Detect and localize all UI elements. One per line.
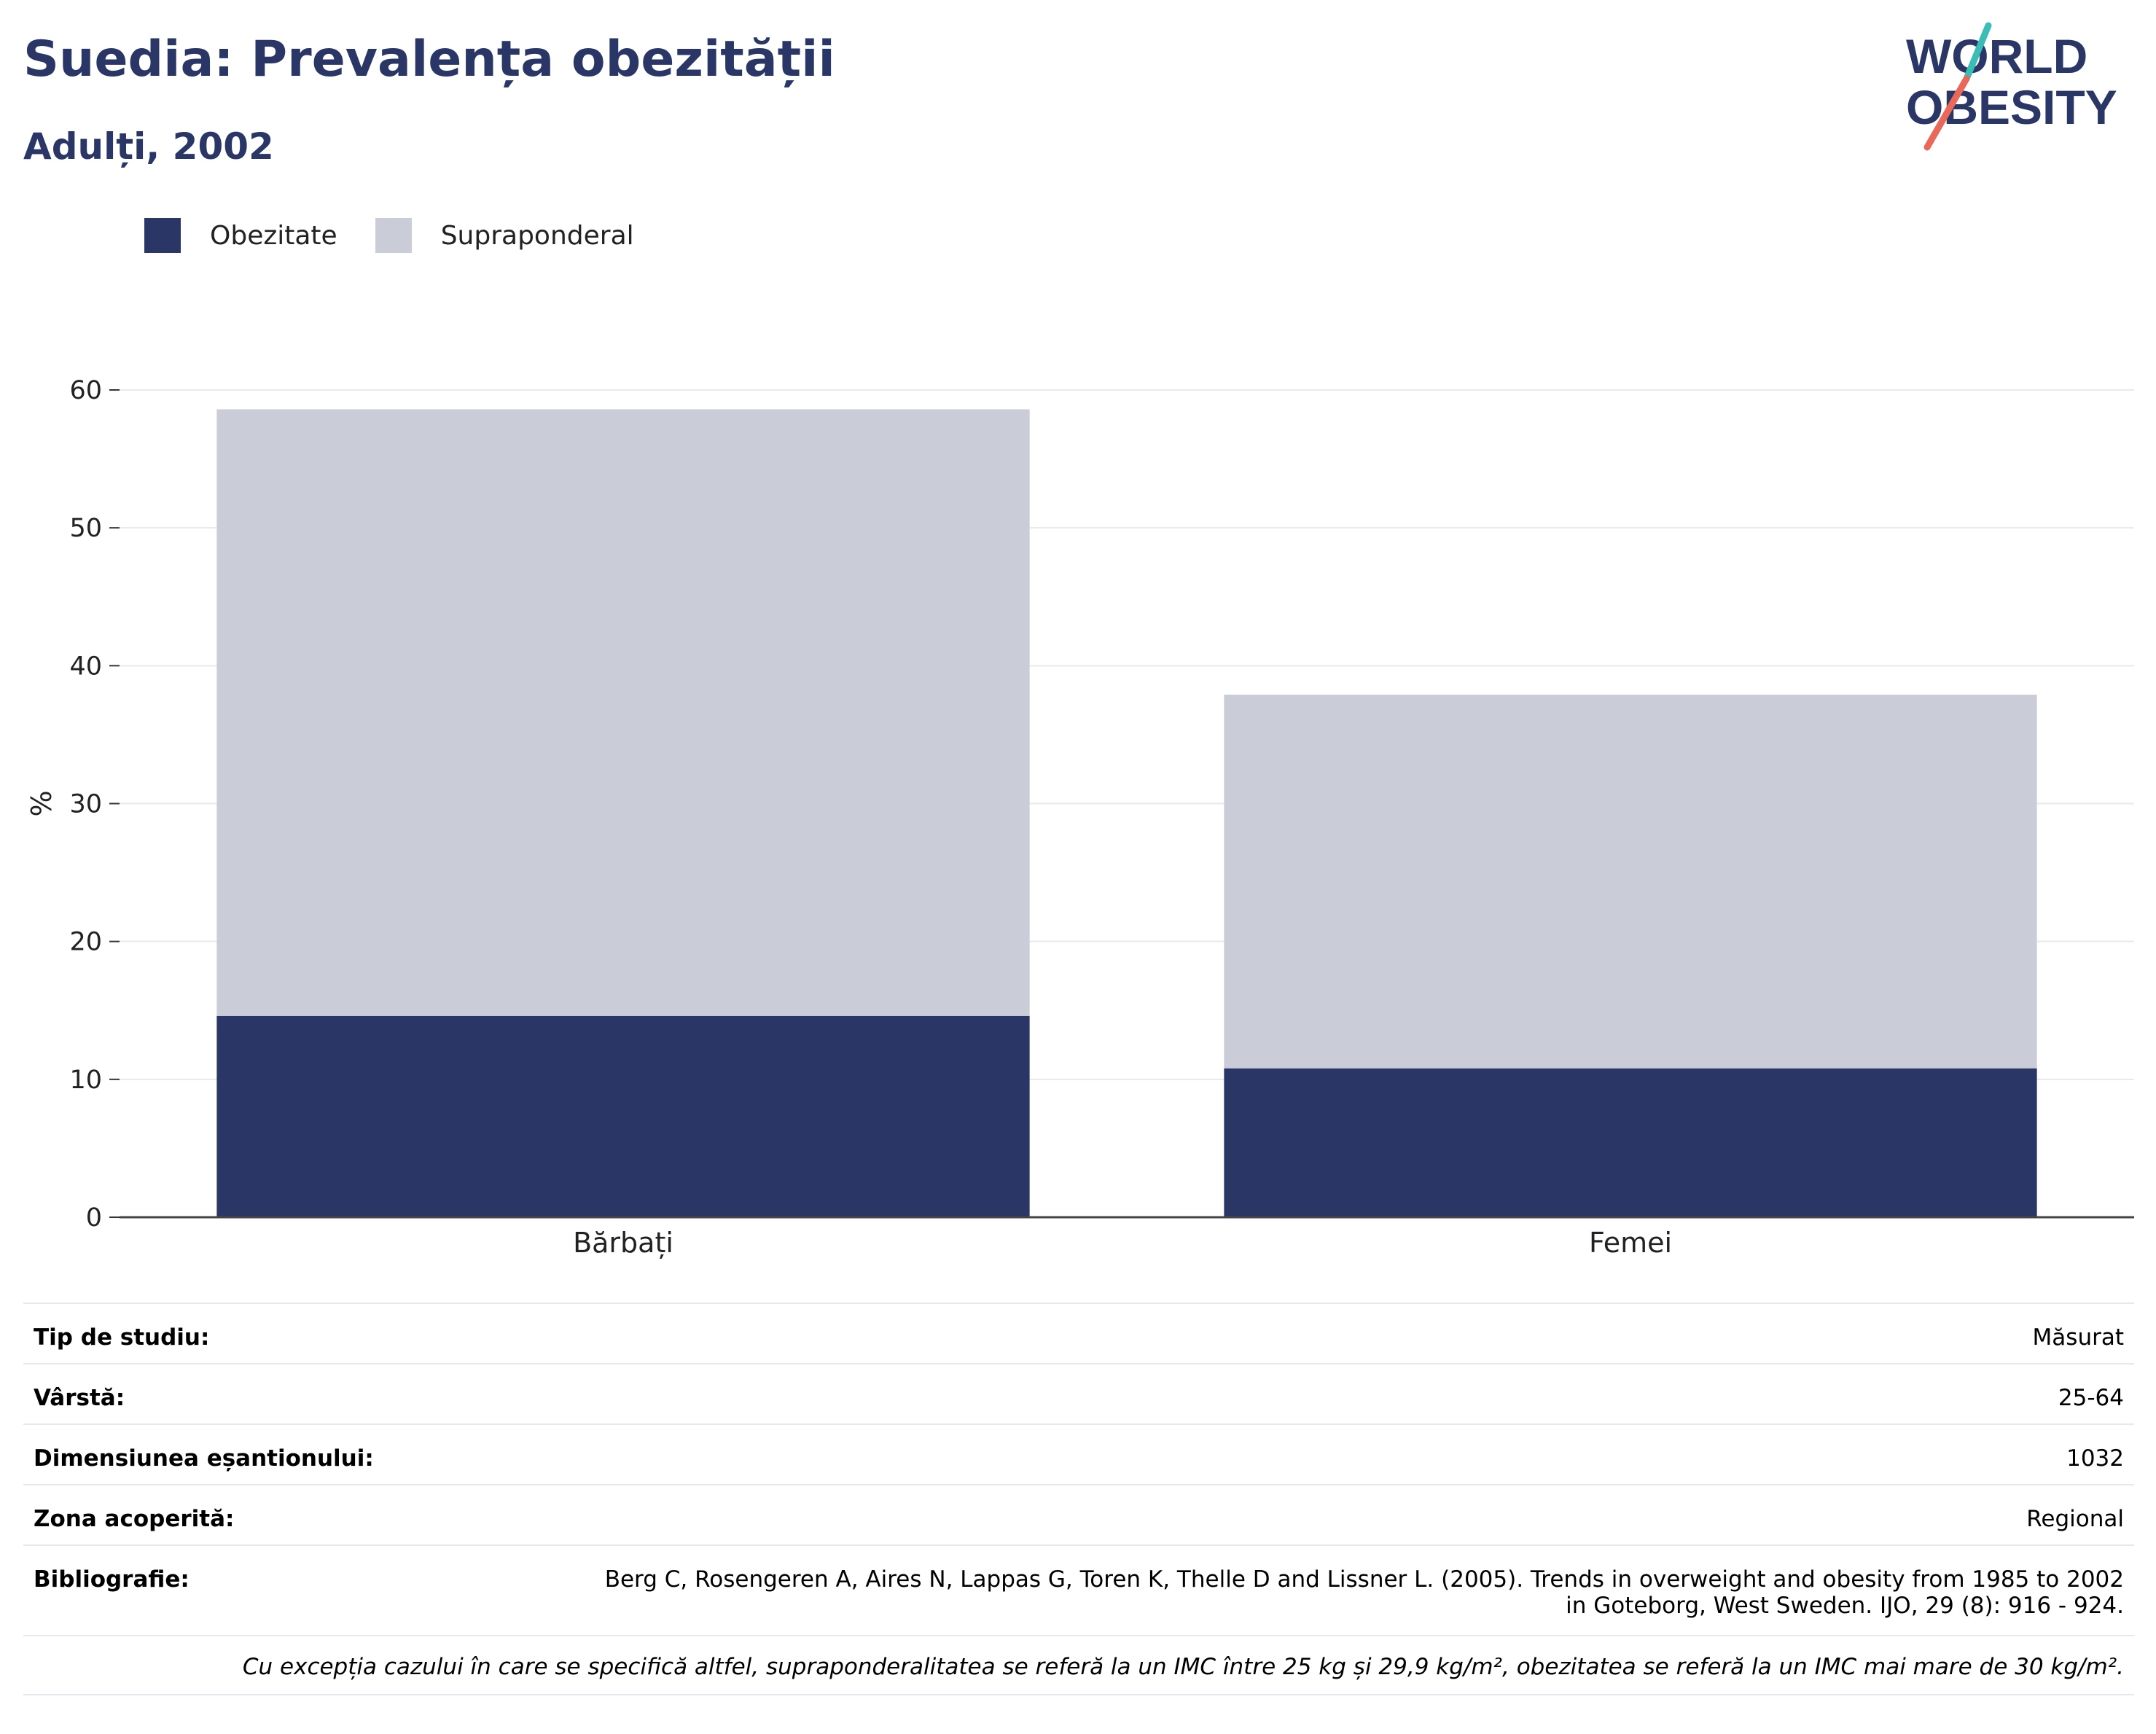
- legend-item-supraponderal[interactable]: Supraponderal: [375, 218, 634, 253]
- bar-obezitate-1: [216, 1015, 1030, 1217]
- legend: Obezitate Supraponderal: [144, 217, 672, 254]
- legend-item-obezitate[interactable]: Obezitate: [144, 218, 337, 253]
- logo-slash-bottom: [1923, 75, 1970, 151]
- stacked-bar-chart: 0 10 20 30 40 50 60% Bărbați Femei: [26, 376, 2134, 1259]
- info-value: Regional: [2026, 1506, 2124, 1532]
- logo-word-world: WORLD: [1906, 29, 2087, 83]
- info-row-varsta: Vârstă: 25-64: [23, 1363, 2134, 1423]
- y-tick-label: 40: [69, 652, 102, 681]
- chart-subtitle: Adulți, 2002: [23, 125, 274, 168]
- study-info-table: Tip de studiu: Măsurat Vârstă: 25-64 Dim…: [23, 1303, 2134, 1695]
- y-tick-label: 50: [69, 514, 102, 543]
- y-tick-label: 30: [69, 790, 102, 819]
- info-value: Măsurat: [2032, 1324, 2124, 1351]
- x-tick-label: Bărbați: [573, 1227, 673, 1259]
- info-value-reference: Berg C, Rosengeren A, Aires N, Lappas G,…: [605, 1566, 2124, 1619]
- legend-swatch-supraponderal: [375, 218, 412, 253]
- info-row-bibliografie: Bibliografie: Berg C, Rosengeren A, Aire…: [23, 1544, 2134, 1635]
- info-label: Zona acoperită:: [34, 1506, 235, 1532]
- reference-line-2: in Goteborg, West Sweden. IJO, 29 (8): 9…: [1566, 1593, 2124, 1619]
- info-label: Dimensiunea eșantionului:: [34, 1445, 374, 1472]
- x-tick-label: Femei: [1589, 1227, 1672, 1259]
- info-row-tip-studiu: Tip de studiu: Măsurat: [23, 1303, 2134, 1363]
- info-value: 25-64: [2058, 1385, 2124, 1411]
- bar-supraponderal-2: [1224, 695, 2037, 1069]
- chart-title: Suedia: Prevalența obezității: [23, 31, 835, 88]
- bar-supraponderal-1: [216, 409, 1030, 1016]
- legend-label-obezitate: Obezitate: [210, 220, 337, 251]
- y-tick-label: 20: [69, 928, 102, 957]
- legend-swatch-obezitate: [144, 218, 181, 253]
- logo-slash-top: [1963, 22, 1992, 82]
- bar-obezitate-2: [1224, 1068, 2037, 1217]
- y-axis-label: %: [26, 790, 58, 816]
- info-row-dimensiune: Dimensiunea eșantionului: 1032: [23, 1423, 2134, 1484]
- info-label: Bibliografie:: [34, 1566, 190, 1593]
- definition-note: Cu excepția cazului în care se specifică…: [23, 1635, 2134, 1695]
- info-label: Vârstă:: [34, 1385, 125, 1411]
- y-tick-label: 10: [69, 1066, 102, 1095]
- world-obesity-logo: WORLD OBESITY: [1906, 22, 2117, 151]
- info-value: 1032: [2066, 1445, 2124, 1472]
- y-tick-label: 0: [86, 1203, 102, 1233]
- y-tick-label: 60: [69, 376, 102, 405]
- legend-label-supraponderal: Supraponderal: [440, 220, 634, 251]
- reference-line-1: Berg C, Rosengeren A, Aires N, Lappas G,…: [604, 1566, 2124, 1593]
- info-row-zona: Zona acoperită: Regional: [23, 1484, 2134, 1544]
- info-label: Tip de studiu:: [34, 1324, 210, 1351]
